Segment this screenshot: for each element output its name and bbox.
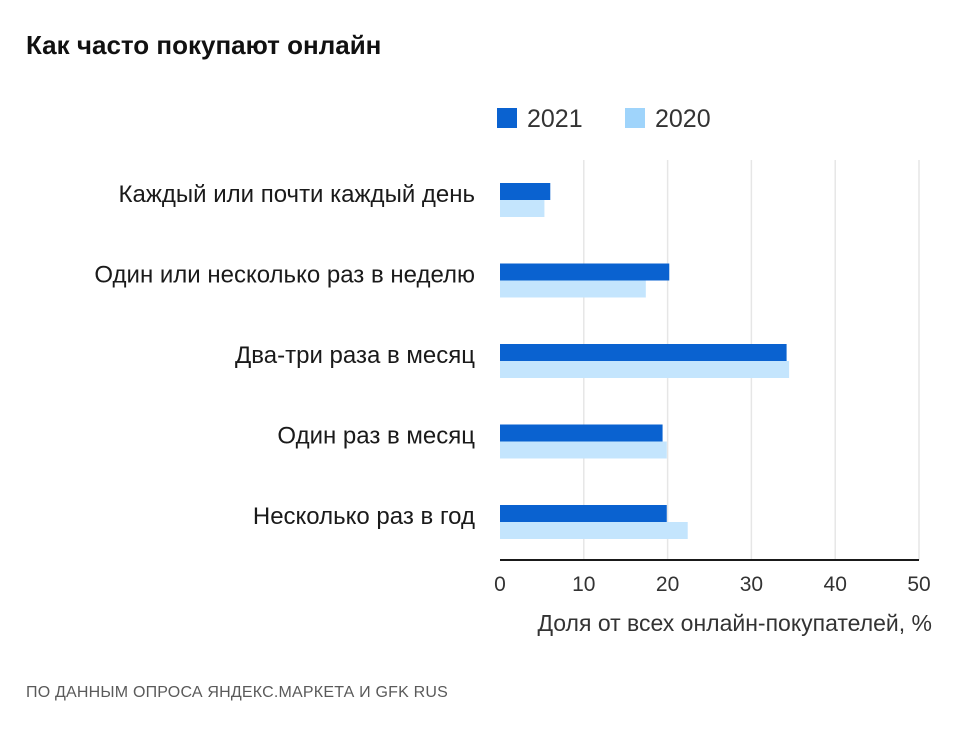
legend-swatch-2021 (497, 108, 517, 128)
legend: 2021 2020 (497, 105, 711, 133)
x-tick-label: 30 (740, 573, 763, 596)
x-tick-label: 50 (907, 573, 930, 596)
x-tick-label: 40 (824, 573, 847, 596)
x-axis-label: Доля от всех онлайн-покупателей, % (537, 610, 932, 636)
x-tick-label: 10 (572, 573, 595, 596)
legend-label-2020: 2020 (655, 105, 711, 133)
bar-2021 (500, 183, 551, 200)
bar-2021 (500, 344, 787, 361)
category-label: Один раз в месяц (277, 423, 475, 450)
source-note: ПО ДАННЫМ ОПРОСА ЯНДЕКС.МАРКЕТА И GFK RU… (26, 684, 449, 701)
bars (500, 183, 790, 539)
legend-swatch-2020 (625, 108, 645, 128)
bar-2020 (500, 200, 545, 217)
bar-2021 (500, 505, 667, 522)
bar-2020 (500, 522, 688, 539)
bar-2021 (500, 263, 670, 281)
chart-title: Как часто покупают онлайн (26, 30, 382, 60)
x-tick-label: 0 (494, 573, 506, 596)
x-tick-labels: 0 10 20 30 40 50 (494, 573, 931, 596)
legend-label-2021: 2021 (527, 105, 583, 133)
x-tick-label: 20 (656, 573, 679, 596)
category-labels: Каждый или почти каждый день Один или нес… (94, 181, 475, 530)
bar-2021 (500, 424, 663, 442)
category-label: Каждый или почти каждый день (119, 181, 475, 208)
bar-2020 (500, 280, 646, 298)
bar-2020 (500, 441, 667, 459)
category-label: Два-три раза в месяц (235, 342, 475, 369)
category-label: Несколько раз в год (253, 503, 475, 530)
category-label: Один или несколько раз в неделю (94, 262, 475, 289)
bar-2020 (500, 361, 790, 378)
